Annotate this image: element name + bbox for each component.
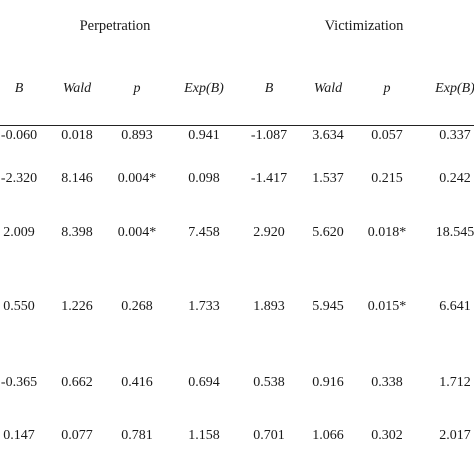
table-cell: 0.057 [371,128,403,143]
table-cell: -1.087 [250,128,288,143]
table-cell: 1.066 [312,428,344,443]
table-cell: 3.634 [312,128,344,143]
table-cell: 1.712 [439,375,471,390]
table-cell: 2.017 [439,428,471,443]
table-cell: 8.398 [61,225,93,240]
table-cell: 8.146 [61,171,93,186]
table-cell: 1.158 [188,428,220,443]
table-cell: 0.941 [188,128,220,143]
col-header-wald-perpetration: Wald [62,81,92,96]
header-rule [0,125,474,126]
table-cell: 0.018* [367,225,407,240]
table-cell: 2.009 [3,225,35,240]
col-header-wald-victimization: Wald [313,81,343,96]
table-cell: 0.018 [61,128,93,143]
col-header-b-victimization: B [264,81,274,96]
table-cell: 0.215 [371,171,403,186]
group-header-perpetration: Perpetration [79,18,151,34]
col-header-expb-victimization: Exp(B) [435,81,474,96]
table-cell: 1.226 [61,299,93,314]
table-cell: -0.365 [0,375,38,390]
table-cell: 0.893 [121,128,153,143]
table-cell: 0.268 [121,299,153,314]
table-cell: 0.242 [439,171,471,186]
table-cell: -0.060 [0,128,38,143]
table-cell: 2.920 [253,225,285,240]
table-cell: 0.701 [253,428,285,443]
table-cell: 1.537 [312,171,344,186]
col-header-b-perpetration: B [14,81,24,96]
table-cell: 1.733 [188,299,220,314]
table-cell: -2.320 [0,171,38,186]
col-header-p-victimization: p [383,81,391,96]
table-cell: 7.458 [188,225,220,240]
table-cell: 0.147 [3,428,35,443]
table-cell: 0.416 [121,375,153,390]
table-cell: 0.015* [367,299,407,314]
table-cell: 0.916 [312,375,344,390]
table-cell: 6.641 [439,299,471,314]
group-header-victimization: Victimization [324,18,404,34]
col-header-expb-perpetration: Exp(B) [184,81,224,96]
table-cell: 0.662 [61,375,93,390]
table-cell: 0.004* [117,171,157,186]
table-cell: 0.337 [439,128,471,143]
table-cell: 18.545 [435,225,474,240]
table-cell: 0.550 [3,299,35,314]
table-cell: 0.098 [188,171,220,186]
table-cell: -1.417 [250,171,288,186]
table-cell: 0.694 [188,375,220,390]
table-cell: 0.781 [121,428,153,443]
table-cell: 0.004* [117,225,157,240]
col-header-p-perpetration: p [133,81,141,96]
table-cell: 5.945 [312,299,344,314]
table-cell: 0.302 [371,428,403,443]
table-cell: 0.338 [371,375,403,390]
table-cell: 1.893 [253,299,285,314]
table-cell: 0.538 [253,375,285,390]
table-cell: 0.077 [61,428,93,443]
table-cell: 5.620 [312,225,344,240]
